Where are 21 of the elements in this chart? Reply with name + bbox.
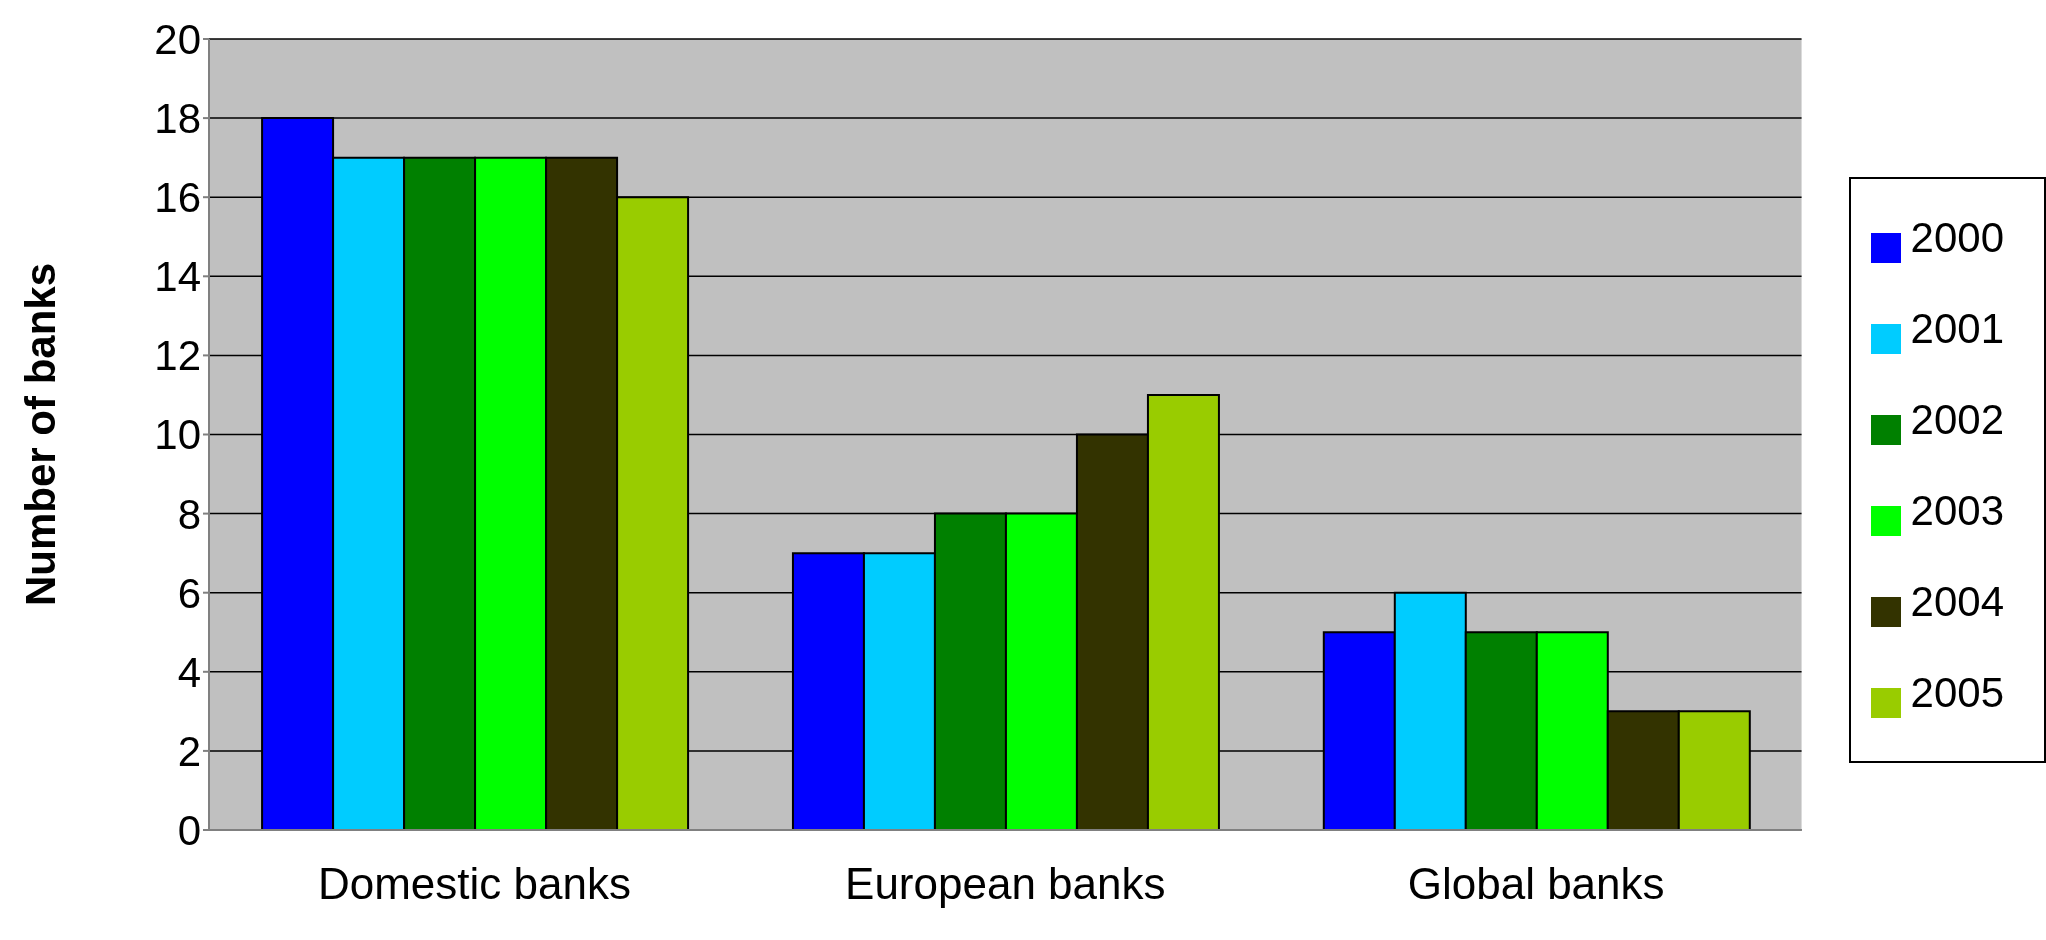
legend-label: 2000 xyxy=(1910,214,2004,261)
y-tick-label: 14 xyxy=(154,253,201,301)
y-tick-label: 8 xyxy=(177,490,201,538)
legend-label: 2001 xyxy=(1910,305,2004,352)
y-tick-label: 20 xyxy=(154,15,201,63)
legend-label: 2004 xyxy=(1910,578,2004,625)
legend-label: 2003 xyxy=(1910,487,2004,534)
y-tick-label: 10 xyxy=(154,411,201,459)
y-tick-label: 6 xyxy=(177,569,201,617)
y-tick-label: 0 xyxy=(177,806,201,854)
x-tick-label: European banks xyxy=(845,859,1166,909)
y-tick-label: 12 xyxy=(154,332,201,380)
legend-label: 2002 xyxy=(1910,396,2004,443)
y-tick-label: 16 xyxy=(154,174,201,222)
y-tick-label: 18 xyxy=(154,95,201,143)
y-axis-title: Number of banks xyxy=(16,262,64,607)
x-tick-label: Domestic banks xyxy=(317,859,631,909)
legend-label: 2005 xyxy=(1910,669,2004,716)
y-tick-label: 2 xyxy=(177,727,201,775)
x-tick-label: Global banks xyxy=(1407,859,1665,909)
y-tick-label: 4 xyxy=(177,648,201,696)
